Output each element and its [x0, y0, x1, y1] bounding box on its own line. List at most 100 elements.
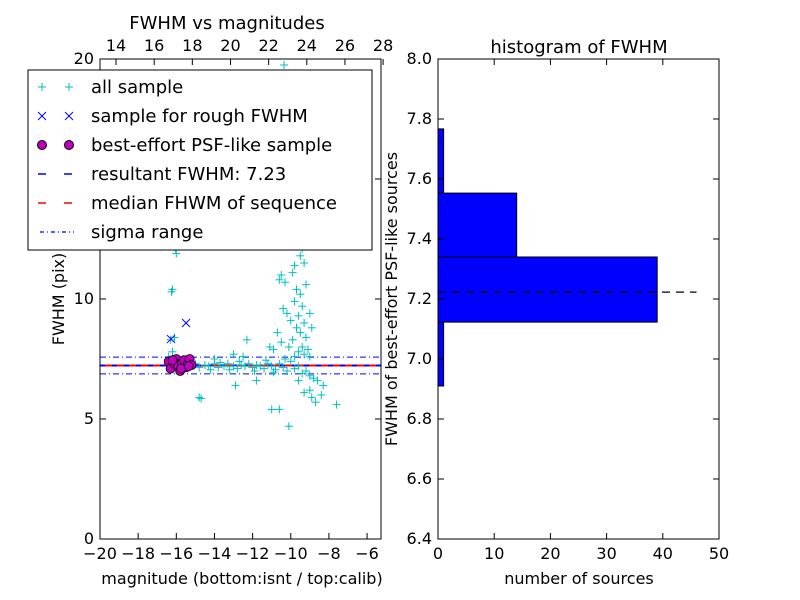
- all-sample-point: [298, 343, 307, 351]
- all-sample-point: [195, 393, 204, 402]
- histogram-bar: [437, 192, 518, 258]
- all-sample-point: [286, 357, 295, 366]
- all-sample-point: [275, 275, 284, 284]
- all-sample-point: [275, 359, 284, 368]
- legend-entry: [38, 83, 73, 91]
- all-sample-point: [290, 352, 299, 361]
- all-sample-point: [290, 261, 299, 270]
- all-sample-point: [172, 249, 181, 258]
- all-sample-point: [294, 347, 303, 356]
- all-sample-point: [261, 356, 270, 365]
- all-sample-point: [200, 361, 209, 369]
- all-sample-point: [302, 367, 311, 375]
- x-tick-label: −14: [198, 544, 232, 563]
- x-b: [166, 334, 176, 344]
- all-sample-point: [229, 350, 238, 359]
- all-sample-point: [317, 391, 326, 399]
- all-sample-point: [206, 365, 215, 374]
- all-sample-point: [273, 328, 282, 337]
- top-tick-label: 14: [106, 36, 126, 55]
- y-tick-label: 8.0: [407, 49, 432, 68]
- all-sample-point: [252, 376, 261, 385]
- legend-entry: [37, 111, 74, 121]
- legend-circle-icon: [37, 140, 47, 150]
- top-tick-label: 20: [220, 36, 240, 55]
- y-tick-label: 6.6: [407, 469, 432, 488]
- all-sample-point: [288, 268, 297, 277]
- all-sample-point: [298, 302, 307, 311]
- all-sample-point: [237, 361, 246, 369]
- all-sample-point: [280, 61, 289, 69]
- all-sample-point: [284, 343, 293, 351]
- all-sample-point: [168, 347, 177, 356]
- all-sample-point: [311, 398, 320, 407]
- histogram-bar: [437, 321, 445, 387]
- all-sample-point: [267, 405, 276, 414]
- legend-box: [27, 69, 373, 251]
- all-sample-point: [305, 309, 314, 318]
- all-sample-point: [294, 362, 303, 371]
- legend-label: resultant FWHM: 7.23: [91, 164, 286, 185]
- x-tick-label: −18: [121, 544, 155, 563]
- x-tick-label: 10: [484, 544, 504, 563]
- legend-label: best-effort PSF-like sample: [91, 135, 332, 156]
- all-sample-point: [282, 367, 291, 375]
- x-tick-label: 50: [709, 544, 729, 563]
- all-sample-point: [252, 361, 261, 369]
- scatter-plot-area: [100, 61, 381, 431]
- all-sample-point: [296, 251, 305, 260]
- left-xlabel: magnitude (bottom:isnt / top:calib): [101, 569, 382, 588]
- y-tick-label: 0: [84, 529, 94, 548]
- y-tick-label: 5: [84, 409, 94, 428]
- all-sample-point: [332, 400, 341, 409]
- left-title: FWHM vs magnitudes: [129, 13, 324, 34]
- top-tick-label: 18: [182, 36, 202, 55]
- right-title: histogram of FWHM: [490, 37, 667, 58]
- all-sample-point: [313, 376, 322, 385]
- rough-sample-point: [181, 318, 191, 328]
- all-sample-point: [269, 368, 278, 377]
- all-sample-point: [296, 328, 305, 337]
- y-tick-label: 7.6: [407, 169, 432, 188]
- all-sample-point: [167, 287, 176, 296]
- all-sample-point: [204, 362, 213, 371]
- x-tick-label: −8: [317, 544, 341, 563]
- x-tick-label: −20: [83, 544, 117, 563]
- top-tick-label: 26: [335, 36, 355, 55]
- all-sample-point: [284, 422, 293, 431]
- all-sample-point: [244, 359, 253, 368]
- histogram-bar: [437, 256, 658, 323]
- all-sample-point: [242, 335, 251, 344]
- left-ylabel: FWHM (pix): [49, 253, 68, 346]
- all-sample-point: [235, 357, 244, 366]
- best-sample-point: [183, 361, 194, 372]
- all-sample-point: [300, 319, 309, 327]
- all-sample-point: [210, 359, 219, 368]
- legend-label: sample for rough FWHM: [91, 106, 308, 127]
- all-sample-point: [275, 405, 284, 414]
- all-sample-point: [288, 335, 297, 344]
- y-tick-label: 10: [74, 289, 94, 308]
- all-sample-point: [233, 364, 242, 373]
- y-tick-label: 7.2: [407, 289, 432, 308]
- all-sample-point: [170, 333, 179, 342]
- all-sample-point: [303, 345, 312, 354]
- all-sample-point: [214, 363, 223, 372]
- all-sample-point: [305, 352, 314, 361]
- x-tick-label: 20: [540, 544, 560, 563]
- y-tick-label: 7.0: [407, 349, 432, 368]
- all-sample-point: [300, 350, 309, 359]
- all-sample-point: [302, 280, 311, 289]
- all-sample-point: [305, 386, 314, 395]
- x-tick-label: −10: [274, 544, 308, 563]
- x-b: [181, 318, 191, 328]
- all-sample-point: [216, 358, 225, 367]
- all-sample-point: [225, 365, 234, 374]
- legend-label: median FHWM of sequence: [91, 193, 337, 214]
- all-sample-point: [294, 376, 303, 385]
- all-sample-point: [300, 388, 309, 397]
- y-tick-label: 6.4: [407, 529, 432, 548]
- all-sample-point: [277, 271, 286, 279]
- legend-label: all sample: [91, 77, 183, 98]
